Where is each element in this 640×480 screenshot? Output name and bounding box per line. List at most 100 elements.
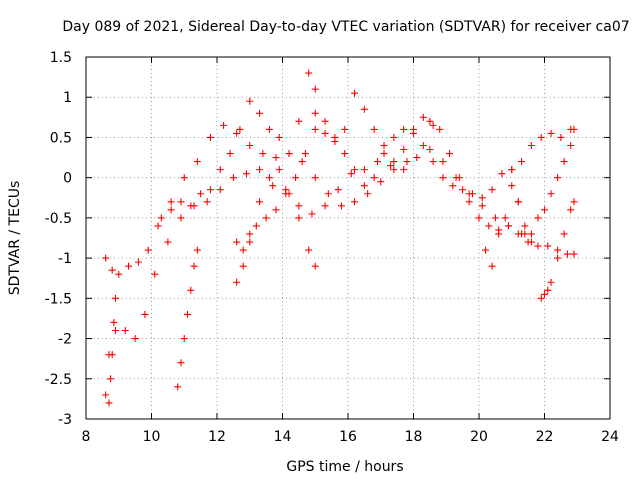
data-point xyxy=(337,202,345,210)
data-point xyxy=(514,230,522,238)
data-point xyxy=(567,206,575,214)
data-point xyxy=(102,391,110,399)
data-point xyxy=(311,174,319,182)
data-point xyxy=(272,206,280,214)
data-point xyxy=(157,214,165,222)
data-point xyxy=(111,327,119,335)
data-point xyxy=(557,133,565,141)
data-point xyxy=(321,129,329,137)
data-point xyxy=(305,246,313,254)
data-point xyxy=(121,327,129,335)
data-point xyxy=(108,351,116,359)
data-point xyxy=(134,258,142,266)
series-track-9 xyxy=(426,117,578,258)
data-point xyxy=(400,125,408,133)
series-track-7 xyxy=(233,166,319,286)
data-point xyxy=(347,170,355,178)
data-point xyxy=(390,166,398,174)
data-point xyxy=(403,158,411,166)
data-point xyxy=(256,198,264,206)
data-point xyxy=(256,166,264,174)
data-point xyxy=(184,310,192,318)
data-point xyxy=(351,198,359,206)
data-point xyxy=(180,174,188,182)
data-point xyxy=(246,230,254,238)
data-point xyxy=(360,105,368,113)
data-point xyxy=(269,182,277,190)
data-point xyxy=(488,262,496,270)
data-point xyxy=(187,286,195,294)
data-point xyxy=(233,278,241,286)
data-point xyxy=(110,318,118,326)
data-point xyxy=(544,286,552,294)
series-track-10 xyxy=(482,125,578,270)
data-point xyxy=(534,242,542,250)
data-point xyxy=(560,230,568,238)
data-point xyxy=(311,109,319,117)
data-point xyxy=(387,162,395,170)
data-point xyxy=(239,246,247,254)
data-point xyxy=(508,182,516,190)
data-point xyxy=(360,166,368,174)
y-tick-label: -2.5 xyxy=(45,372,72,388)
data-point xyxy=(265,125,273,133)
data-point xyxy=(554,246,562,254)
series-track-6 xyxy=(233,89,437,254)
data-point xyxy=(275,166,283,174)
data-point xyxy=(239,262,247,270)
data-point xyxy=(193,158,201,166)
series-track-1 xyxy=(102,121,411,278)
data-point xyxy=(478,194,486,202)
data-point xyxy=(360,182,368,190)
axis-ticks xyxy=(85,56,611,420)
data-point xyxy=(246,97,254,105)
data-point xyxy=(429,121,437,129)
data-point xyxy=(107,375,115,383)
data-point xyxy=(400,166,408,174)
data-point xyxy=(521,230,529,238)
data-point xyxy=(508,166,516,174)
series-track-3 xyxy=(102,294,119,407)
data-point xyxy=(144,246,152,254)
grid xyxy=(86,57,610,419)
y-axis-label: SDTVAR / TECUs xyxy=(7,181,23,296)
data-point xyxy=(478,202,486,210)
data-point xyxy=(115,270,123,278)
y-tick-label: -1.5 xyxy=(45,291,72,307)
y-tick-label: 1 xyxy=(63,90,72,106)
data-point xyxy=(504,222,512,230)
data-point xyxy=(262,214,270,222)
data-point xyxy=(390,158,398,166)
data-point xyxy=(295,214,303,222)
data-point xyxy=(102,254,110,262)
data-point xyxy=(177,214,185,222)
data-point xyxy=(272,154,280,162)
data-point xyxy=(554,254,562,262)
data-point xyxy=(190,262,198,270)
data-point xyxy=(308,210,316,218)
data-point xyxy=(527,238,535,246)
data-point xyxy=(426,117,434,125)
data-point xyxy=(521,222,529,230)
data-point xyxy=(439,158,447,166)
data-point xyxy=(436,125,444,133)
data-point xyxy=(334,186,342,194)
data-point xyxy=(295,202,303,210)
data-point xyxy=(324,190,332,198)
data-point xyxy=(537,294,545,302)
x-tick-label: 16 xyxy=(339,429,357,445)
data-point xyxy=(370,174,378,182)
data-point xyxy=(410,129,417,137)
data-point xyxy=(151,270,159,278)
data-point xyxy=(455,174,463,182)
data-point xyxy=(321,202,329,210)
data-point xyxy=(125,262,133,270)
data-point xyxy=(216,186,224,194)
data-point xyxy=(514,198,522,206)
chart-title: Day 089 of 2021, Sidereal Day-to-day VTE… xyxy=(62,19,629,35)
data-point xyxy=(475,214,483,222)
data-point xyxy=(292,174,300,182)
x-tick-label: 14 xyxy=(274,429,292,445)
data-point xyxy=(246,141,254,149)
